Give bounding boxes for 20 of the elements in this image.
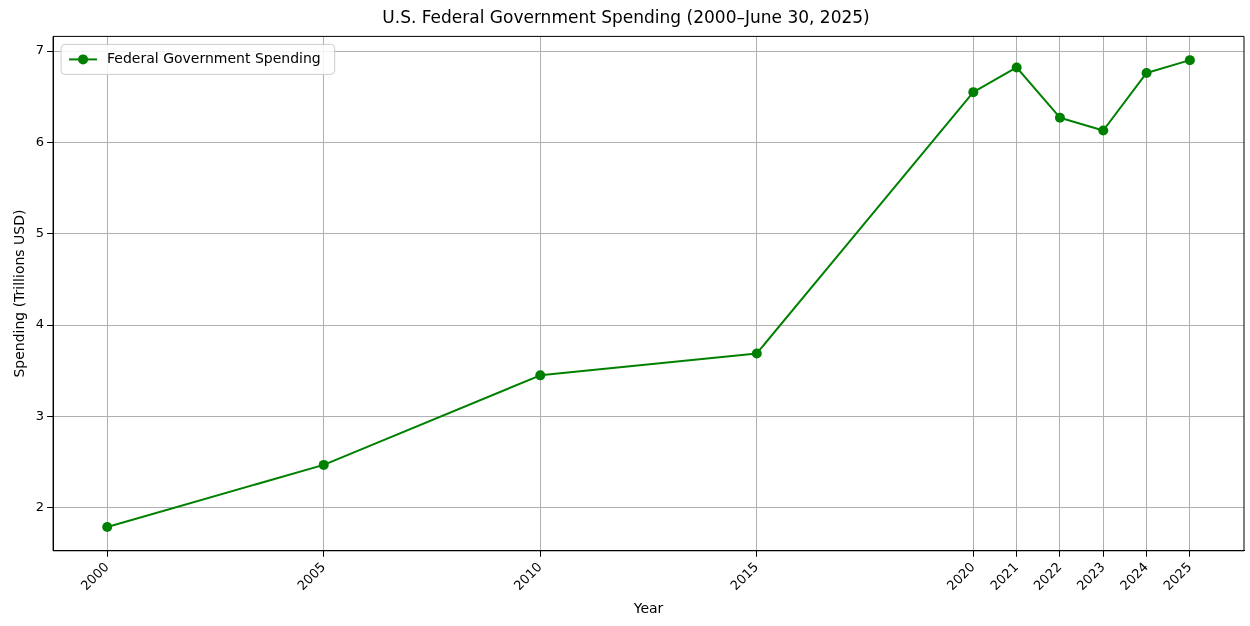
y-tick-label: 4 bbox=[35, 316, 45, 332]
point bbox=[751, 348, 762, 359]
y-tick-label: 5 bbox=[35, 225, 45, 241]
legend-label: Federal Government Spending bbox=[107, 50, 321, 67]
point bbox=[318, 459, 329, 470]
point bbox=[1141, 67, 1152, 78]
y-tick-label: 6 bbox=[35, 133, 45, 149]
chart-title: U.S. Federal Government Spending (2000–June 30, 2025) bbox=[382, 6, 870, 27]
point bbox=[1011, 62, 1022, 73]
point bbox=[535, 370, 546, 381]
point bbox=[1184, 55, 1195, 66]
point bbox=[1054, 112, 1065, 123]
point bbox=[968, 87, 979, 98]
y-tick-label: 3 bbox=[35, 407, 45, 423]
x-axis-title: Year bbox=[632, 600, 664, 617]
y-tick-label: 2 bbox=[35, 499, 45, 515]
y-tick-label: 7 bbox=[35, 42, 45, 58]
point bbox=[1098, 125, 1109, 136]
y-axis-title: Spending (Trillions USD) bbox=[11, 209, 28, 378]
point bbox=[102, 522, 113, 533]
